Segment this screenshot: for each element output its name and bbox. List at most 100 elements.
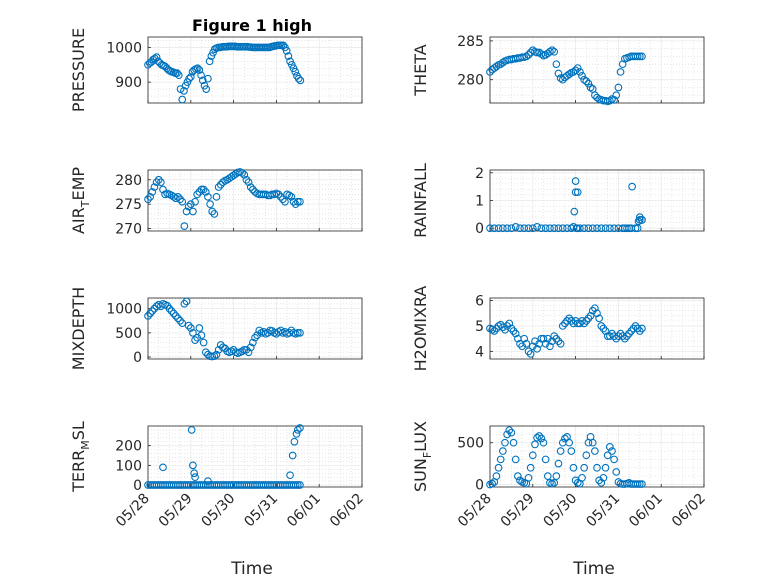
data-point xyxy=(520,224,529,233)
data-point xyxy=(633,324,642,333)
data-point xyxy=(552,472,561,480)
data-point xyxy=(552,60,561,69)
panel-0: 900 1000 PRESSURE xyxy=(69,28,363,112)
x-tick-label: 05/31 xyxy=(583,491,623,531)
data-point xyxy=(193,64,202,73)
data-point xyxy=(616,68,625,76)
data-point xyxy=(193,333,202,342)
data-point xyxy=(167,307,176,315)
data-point xyxy=(554,69,563,78)
data-point xyxy=(284,52,293,60)
data-point xyxy=(255,326,264,335)
data-point xyxy=(593,224,601,233)
data-point xyxy=(582,77,591,86)
data-point xyxy=(605,96,614,105)
data-point xyxy=(610,96,618,104)
data-point xyxy=(565,70,574,79)
data-point xyxy=(635,52,644,61)
data-point xyxy=(507,324,516,333)
data-point xyxy=(638,216,646,224)
data-point xyxy=(571,66,580,75)
data-point xyxy=(511,329,520,338)
data-point xyxy=(550,332,559,340)
data-point xyxy=(625,329,633,338)
data-point xyxy=(204,192,212,201)
x-tick-label: 05/28 xyxy=(113,491,153,531)
data-point xyxy=(612,334,621,343)
y-tick-label: 0 xyxy=(475,477,484,493)
data-point xyxy=(204,477,212,485)
x-tick-label: 05/30 xyxy=(199,491,239,531)
y-tick-label: 100 xyxy=(115,458,142,474)
data-point xyxy=(176,195,184,204)
data-point xyxy=(279,41,288,50)
figure-title: Figure 1 high xyxy=(192,16,312,35)
data-point xyxy=(156,178,165,187)
data-point xyxy=(503,430,511,439)
data-point xyxy=(526,463,535,472)
data-point xyxy=(285,191,294,200)
data-point xyxy=(546,342,554,351)
data-point xyxy=(605,443,614,451)
y-label-subscript: T xyxy=(79,200,92,208)
data-point xyxy=(276,192,285,201)
data-point xyxy=(186,324,195,332)
data-point xyxy=(174,192,182,201)
data-point xyxy=(191,336,199,344)
data-point xyxy=(610,455,618,464)
data-point xyxy=(556,74,565,83)
data-point xyxy=(550,224,559,233)
panel-4: 0 500 1000 MIXDEPTH xyxy=(69,287,363,370)
data-point xyxy=(578,71,586,80)
data-point xyxy=(498,323,507,332)
data-point xyxy=(498,224,507,233)
data-point xyxy=(528,46,537,55)
data-point xyxy=(520,334,529,343)
y-axis-label: RAINFALL xyxy=(411,163,430,238)
data-point xyxy=(174,71,183,80)
data-point xyxy=(198,76,207,85)
data-point xyxy=(498,58,507,67)
x-tick-label: 06/02 xyxy=(327,491,367,531)
y-tick-label: 0 xyxy=(133,350,142,366)
data-point xyxy=(528,342,537,351)
x-tick-label: 05/30 xyxy=(541,491,581,531)
y-tick-label: 1000 xyxy=(106,302,142,318)
data-point xyxy=(535,432,544,440)
data-point xyxy=(558,224,567,233)
data-point xyxy=(219,178,227,187)
data-point xyxy=(246,183,255,191)
data-point xyxy=(282,47,291,55)
data-point xyxy=(565,314,574,323)
data-point xyxy=(501,438,509,447)
data-point xyxy=(244,348,253,357)
data-point xyxy=(294,74,303,83)
y-axis-label: MIXDEPTH xyxy=(69,287,88,370)
data-point xyxy=(173,69,181,77)
y-label-main: AIR xyxy=(69,207,88,234)
data-point xyxy=(533,433,541,442)
data-point xyxy=(599,324,608,333)
data-point xyxy=(291,200,300,209)
data-point xyxy=(189,329,197,337)
data-point xyxy=(528,224,537,233)
data-point xyxy=(503,322,511,330)
y-tick-label: 500 xyxy=(457,436,484,452)
data-point xyxy=(212,192,221,201)
y-label-main: H2OMIXRA xyxy=(411,286,430,372)
data-point xyxy=(610,332,618,340)
data-point xyxy=(201,348,210,357)
x-axis-label-right: Time xyxy=(572,559,615,579)
y-tick-label: 0 xyxy=(475,221,484,237)
data-point xyxy=(522,339,531,348)
data-point xyxy=(193,190,202,199)
data-point xyxy=(580,75,589,84)
data-point xyxy=(573,188,582,197)
x-tick-label: 06/01 xyxy=(626,491,666,531)
data-point xyxy=(169,192,178,201)
y-axis-label: THETA xyxy=(411,44,430,96)
data-point xyxy=(238,169,247,177)
data-point xyxy=(507,224,516,233)
data-point xyxy=(171,194,180,203)
data-point xyxy=(197,185,206,194)
